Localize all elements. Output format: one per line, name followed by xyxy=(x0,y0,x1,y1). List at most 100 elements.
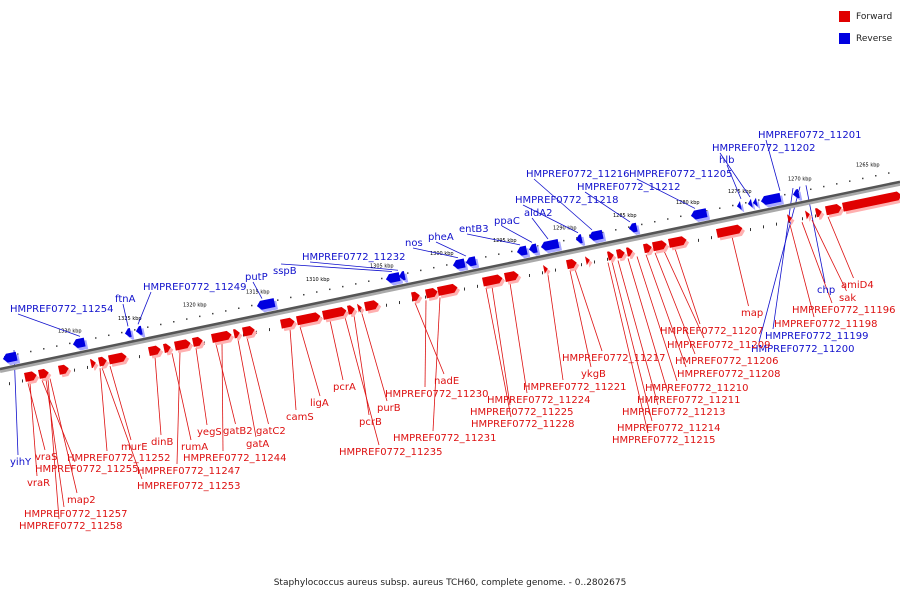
forward-gene xyxy=(280,317,298,332)
forward-gene xyxy=(626,247,636,260)
forward-gene-body xyxy=(482,274,503,287)
forward-gene-body xyxy=(233,329,240,339)
forward-gene xyxy=(148,345,164,359)
reverse-leader xyxy=(772,187,794,330)
reverse-gene-label: HMPREF0772_11201 xyxy=(758,130,861,141)
forward-gene xyxy=(322,306,349,323)
scale-dot xyxy=(17,353,19,355)
forward-gene xyxy=(652,240,670,254)
forward-leader xyxy=(361,313,388,402)
reverse-gene-body xyxy=(736,201,742,210)
reverse-gene-shadow xyxy=(750,201,756,211)
scale-dot xyxy=(290,296,292,299)
forward-gene xyxy=(364,300,382,314)
forward-gene-label: HMPREF0772_11257 xyxy=(24,509,127,520)
forward-swatch xyxy=(839,11,850,22)
reverse-leader xyxy=(758,186,801,343)
forward-gene xyxy=(585,256,593,268)
forward-leader xyxy=(645,254,687,368)
forward-gene-body xyxy=(815,208,822,218)
scale-dot xyxy=(355,283,357,285)
reverse-gene-body xyxy=(588,229,604,241)
forward-gene-label: HMPREF0772_11213 xyxy=(622,407,725,418)
scale-dot xyxy=(173,321,175,323)
forward-leader xyxy=(109,366,132,441)
scale-dot xyxy=(30,350,32,353)
forward-gene-label: map2 xyxy=(67,495,96,506)
scale-dot xyxy=(628,226,630,228)
forward-gene-body xyxy=(211,330,232,343)
forward-gene-label: ykgB xyxy=(581,369,606,380)
scale-label: 1270 kbp xyxy=(788,177,812,183)
scale-dot xyxy=(56,345,58,347)
forward-gene-label: HMPREF0772_11208 xyxy=(677,369,780,380)
reverse-gene-label: entB3 xyxy=(459,224,489,235)
lower-tick xyxy=(22,379,23,383)
lower-tick xyxy=(399,301,400,305)
reverse-leader xyxy=(466,233,521,246)
forward-leader xyxy=(574,269,603,352)
lower-tick xyxy=(607,257,608,261)
reverse-gene-body xyxy=(2,351,18,363)
forward-gene-body xyxy=(192,336,203,347)
forward-gene xyxy=(242,326,258,340)
forward-gene-label: nadE xyxy=(434,376,459,387)
reverse-gene-label: ftnA xyxy=(115,294,136,305)
scale-label: 1280 kbp xyxy=(676,200,700,206)
forward-gene-label: HMPREF0772_11255 xyxy=(35,464,138,475)
scale-label: 1330 kbp xyxy=(58,328,82,334)
scale-dot xyxy=(589,234,591,236)
scale-dot xyxy=(641,223,643,226)
reverse-leader xyxy=(252,281,263,299)
reverse-gene xyxy=(2,351,21,366)
forward-leader xyxy=(731,236,749,307)
reverse-gene-body xyxy=(575,234,583,244)
reverse-gene-shadow xyxy=(739,203,745,213)
scale-dot xyxy=(199,315,201,318)
forward-gene xyxy=(842,191,900,215)
label-leader-lines xyxy=(13,139,854,520)
reverse-gene-body xyxy=(752,197,758,207)
genome-backbone xyxy=(0,180,900,373)
lower-tick xyxy=(425,295,426,299)
forward-leader xyxy=(215,343,236,425)
reverse-gene-body xyxy=(792,189,800,199)
reverse-gene xyxy=(747,198,756,211)
forward-leader xyxy=(154,356,162,436)
forward-gene-label: vraS xyxy=(35,452,58,463)
forward-gene-body xyxy=(347,305,355,315)
forward-gene-label: HMPREF0772_11230 xyxy=(385,389,488,400)
scale-dot xyxy=(537,245,539,247)
reverse-genes xyxy=(2,189,803,366)
forward-gene xyxy=(543,265,551,277)
forward-gene xyxy=(211,330,235,346)
forward-gene-label: HMPREF0772_11214 xyxy=(617,423,720,434)
scale-dot xyxy=(147,326,149,328)
legend-forward-label: Forward xyxy=(856,11,893,22)
scale-label: 1325 kbp xyxy=(118,316,142,322)
reverse-gene xyxy=(385,272,404,286)
forward-leader xyxy=(414,302,445,375)
forward-gene-label: vraR xyxy=(27,478,50,489)
scale-dot xyxy=(719,207,721,209)
scale-dot xyxy=(576,237,578,239)
forward-gene-label: gatA xyxy=(246,439,269,450)
legend: Forward Reverse xyxy=(839,9,892,53)
reverse-gene-body xyxy=(516,245,528,256)
forward-gene xyxy=(616,249,628,262)
scale-dot xyxy=(121,331,123,334)
scale-dot xyxy=(303,293,305,296)
reverse-gene-body xyxy=(690,208,708,220)
forward-gene xyxy=(24,371,40,385)
reverse-leader xyxy=(435,241,467,257)
forward-leader xyxy=(491,286,511,406)
reverse-gene-label: yihY xyxy=(10,457,32,468)
reverse-gene-label: nos xyxy=(405,238,423,249)
reverse-gene xyxy=(752,197,761,210)
lower-tick xyxy=(750,228,751,232)
reverse-gene-body xyxy=(398,270,406,281)
reverse-leader xyxy=(309,261,399,271)
scale-dot xyxy=(342,285,344,288)
forward-gene-body xyxy=(566,259,577,270)
forward-gene-body xyxy=(643,243,652,254)
